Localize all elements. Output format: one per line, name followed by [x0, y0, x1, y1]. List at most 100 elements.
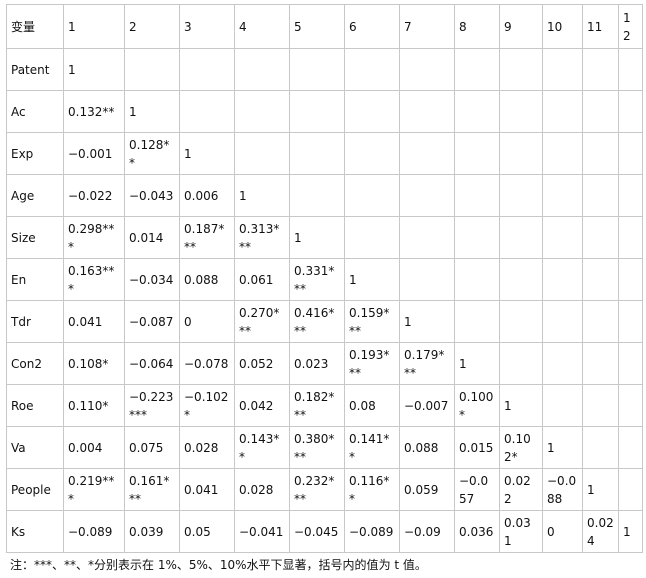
- cell: 1: [618, 510, 643, 553]
- header-cell: 10: [542, 4, 583, 49]
- empty-cell: [344, 174, 400, 217]
- cell: 1: [179, 132, 235, 175]
- header-cell: 9: [499, 4, 543, 49]
- empty-cell: [618, 216, 643, 259]
- cell: 0.128**: [124, 132, 180, 175]
- empty-cell: [454, 300, 500, 343]
- empty-cell: [582, 384, 619, 427]
- cell: −0.102*: [179, 384, 235, 427]
- cell: 0.039: [124, 510, 180, 553]
- row-label: Va: [6, 426, 64, 469]
- row-label: En: [6, 258, 64, 301]
- row-label: Ks: [6, 510, 64, 553]
- row-label: Con2: [6, 342, 64, 385]
- cell: 0.08: [344, 384, 400, 427]
- empty-cell: [618, 258, 643, 301]
- cell: 0.075: [124, 426, 180, 469]
- cell: 0.023: [289, 342, 345, 385]
- cell: 1: [499, 384, 543, 427]
- empty-cell: [542, 174, 583, 217]
- empty-cell: [289, 174, 345, 217]
- table-row: Roe 0.110* −0.223*** −0.102* 0.042 0.182*** 0.…: [6, 384, 643, 427]
- cell: 1: [399, 300, 455, 343]
- table-row: En 0.163*** −0.034 0.088 0.061 0.331*** 1: [6, 258, 643, 301]
- empty-cell: [582, 174, 619, 217]
- empty-cell: [618, 384, 643, 427]
- cell: 0.014: [124, 216, 180, 259]
- header-cell: 12: [618, 4, 643, 49]
- header-cell: 4: [234, 4, 290, 49]
- cell: 0.028: [179, 426, 235, 469]
- header-cell: 2: [124, 4, 180, 49]
- empty-cell: [542, 342, 583, 385]
- row-label: Age: [6, 174, 64, 217]
- empty-cell: [582, 216, 619, 259]
- cell: 0.141**: [344, 426, 400, 469]
- empty-cell: [399, 174, 455, 217]
- row-label: Patent: [6, 48, 64, 91]
- cell: −0.043: [124, 174, 180, 217]
- header-cell: 5: [289, 4, 345, 49]
- empty-cell: [399, 216, 455, 259]
- header-cell: 6: [344, 4, 400, 49]
- empty-cell: [454, 90, 500, 133]
- cell: 0.088: [399, 426, 455, 469]
- empty-cell: [454, 174, 500, 217]
- cell: 0.006: [179, 174, 235, 217]
- cell: 0.416***: [289, 300, 345, 343]
- empty-cell: [344, 90, 400, 133]
- cell: 0.132**: [63, 90, 125, 133]
- cell: 0.108*: [63, 342, 125, 385]
- cell: 1: [344, 258, 400, 301]
- cell: 0.088: [179, 258, 235, 301]
- cell: 0.100*: [454, 384, 500, 427]
- cell: −0.089: [63, 510, 125, 553]
- cell: 0.116**: [344, 468, 400, 511]
- empty-cell: [542, 48, 583, 91]
- cell: 0.05: [179, 510, 235, 553]
- table-row: Size 0.298*** 0.014 0.187*** 0.313*** 1: [6, 216, 643, 259]
- cell: 0.059: [399, 468, 455, 511]
- empty-cell: [344, 48, 400, 91]
- empty-cell: [454, 132, 500, 175]
- empty-cell: [499, 258, 543, 301]
- empty-cell: [454, 48, 500, 91]
- empty-cell: [289, 132, 345, 175]
- empty-cell: [399, 258, 455, 301]
- header-cell: 变量: [6, 4, 64, 49]
- cell: 0.313***: [234, 216, 290, 259]
- header-cell: 8: [454, 4, 500, 49]
- correlation-table: 变量 1 2 3 4 5 6 7 8 9 10 11 12 Patent 1 Ac 0.132** 1 Exp −0.…: [6, 4, 643, 553]
- empty-cell: [542, 384, 583, 427]
- empty-cell: [499, 48, 543, 91]
- cell: 0.182***: [289, 384, 345, 427]
- cell: −0.064: [124, 342, 180, 385]
- table-note: 注：***、**、*分别表示在 1%、5%、10%水平下显著，括号内的值为 t …: [10, 558, 427, 572]
- empty-cell: [344, 216, 400, 259]
- cell: 1: [542, 426, 583, 469]
- empty-cell: [289, 90, 345, 133]
- empty-cell: [542, 90, 583, 133]
- cell: 0.179***: [399, 342, 455, 385]
- table-row: Va 0.004 0.075 0.028 0.143** 0.380*** 0.141** 0…: [6, 426, 643, 469]
- header-cell: 7: [399, 4, 455, 49]
- empty-cell: [499, 132, 543, 175]
- table-row: Con2 0.108* −0.064 −0.078 0.052 0.023 0.193***…: [6, 342, 643, 385]
- cell: −0.034: [124, 258, 180, 301]
- row-label: Tdr: [6, 300, 64, 343]
- empty-cell: [618, 300, 643, 343]
- cell: 0: [542, 510, 583, 553]
- cell: −0.078: [179, 342, 235, 385]
- cell: 0.270***: [234, 300, 290, 343]
- cell: −0.001: [63, 132, 125, 175]
- cell: 0.219***: [63, 468, 125, 511]
- cell: 0.161***: [124, 468, 180, 511]
- cell: 0.036: [454, 510, 500, 553]
- row-label: Exp: [6, 132, 64, 175]
- empty-cell: [618, 468, 643, 511]
- empty-cell: [234, 90, 290, 133]
- empty-cell: [618, 132, 643, 175]
- cell: 0.028: [234, 468, 290, 511]
- empty-cell: [499, 342, 543, 385]
